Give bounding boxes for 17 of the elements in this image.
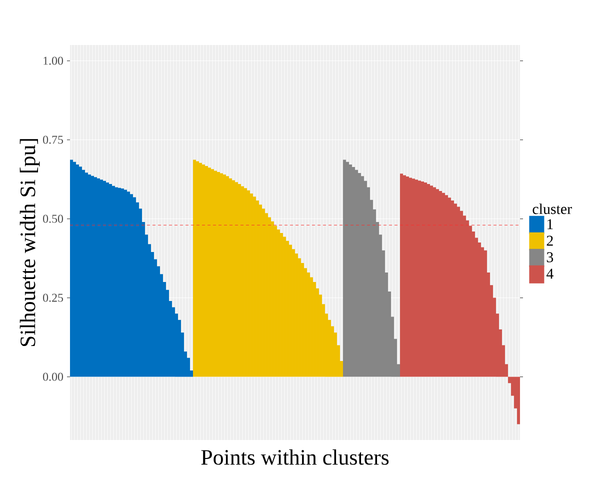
y-tick-label: 0.50 <box>43 214 64 223</box>
bar <box>70 160 73 377</box>
y-tick-label: 0.25 <box>43 294 64 302</box>
bar <box>193 160 196 377</box>
legend-label: 1 <box>548 219 553 230</box>
legend-label: 3 <box>546 252 554 262</box>
legend-title: cluster <box>532 204 572 214</box>
y-tick-label: 0.75 <box>43 136 64 144</box>
legend-label: 2 <box>546 236 553 246</box>
y-tick-label: 1.00 <box>44 56 64 65</box>
bar <box>517 376 520 424</box>
legend-label: 4 <box>546 268 554 279</box>
y-tick-label: 0.00 <box>43 372 64 381</box>
y-axis-title: Silhouette width Si [pu] <box>20 139 40 346</box>
bar <box>400 174 404 377</box>
x-axis-title: Points within clusters <box>201 449 389 465</box>
bar <box>343 160 346 377</box>
